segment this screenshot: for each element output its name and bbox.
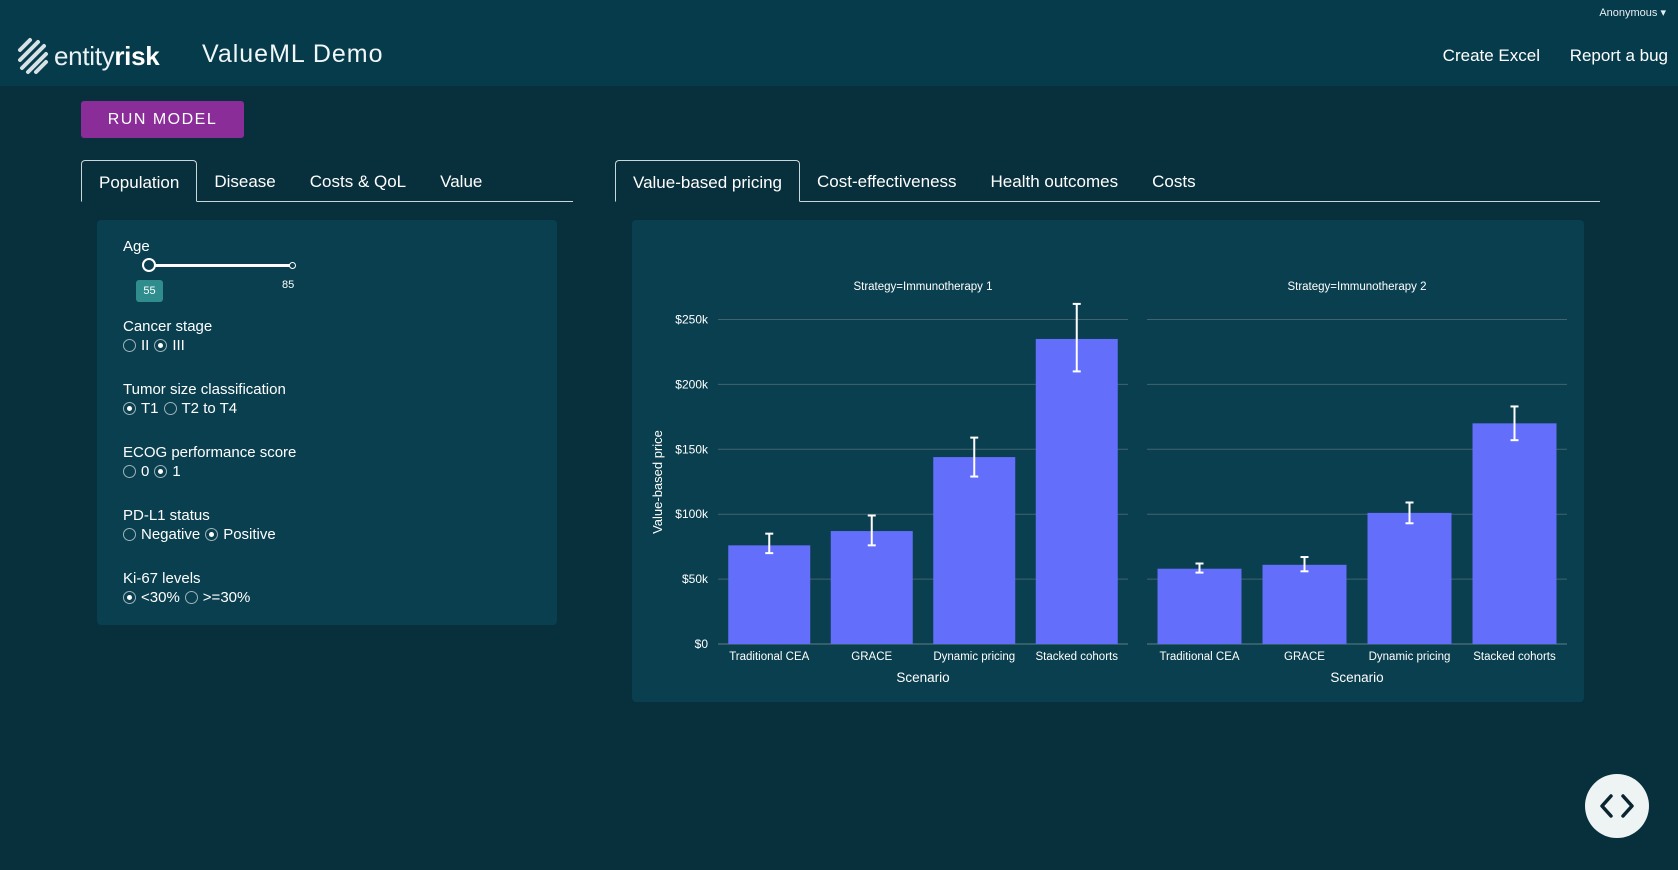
tab-value[interactable]: Value — [440, 172, 483, 191]
input-tabs: Population Disease Costs & QoL Value — [81, 160, 573, 202]
x-tick-label: Stacked cohorts — [1036, 651, 1119, 663]
cancer-stage-options: II III — [123, 337, 212, 354]
pdl1-options: Negative Positive — [123, 526, 281, 543]
radio-pdl1-negative-label[interactable]: Negative — [141, 526, 201, 543]
radio-pdl1-negative[interactable] — [123, 528, 136, 541]
radio-stage-ii-label[interactable]: II — [141, 337, 150, 354]
report-bug-link[interactable]: Report a bug — [1569, 46, 1668, 65]
x-tick-label: Dynamic pricing — [1369, 651, 1451, 663]
tumor-size-options: T1 T2 to T4 — [123, 400, 286, 417]
logo-text: entityrisk — [54, 40, 160, 71]
radio-ki67-high-label[interactable]: >=30% — [202, 589, 251, 606]
tab-cost-effectiveness[interactable]: Cost-effectiveness — [817, 172, 957, 191]
create-excel-link[interactable]: Create Excel — [1442, 46, 1540, 65]
tab-disease[interactable]: Disease — [214, 172, 276, 191]
radio-pdl1-positive[interactable] — [205, 528, 219, 541]
x-tick-label: Dynamic pricing — [933, 651, 1015, 663]
ecog-options: 0 1 — [123, 463, 296, 480]
bar — [1367, 512, 1452, 644]
radio-t2-t4-label[interactable]: T2 to T4 — [181, 400, 238, 417]
x-tick-label: Traditional CEA — [1159, 651, 1239, 663]
x-tick-label: Stacked cohorts — [1473, 651, 1556, 663]
value-based-pricing-chart: Value-based price $0 $50k $100k $150k $200k $2… — [650, 281, 1567, 685]
radio-pdl1-positive-label[interactable]: Positive — [223, 526, 276, 543]
tab-health-outcomes[interactable]: Health outcomes — [990, 172, 1119, 191]
cancer-stage-field: Cancer stage II III — [123, 318, 212, 354]
tab-population[interactable]: Population — [81, 160, 198, 202]
bar — [1035, 338, 1118, 644]
radio-t2-t4[interactable] — [163, 402, 177, 415]
y-tick-label: $50k — [682, 572, 709, 586]
tab-costs[interactable]: Costs — [1152, 172, 1196, 191]
radio-ecog-0[interactable] — [123, 465, 136, 478]
panel-title: Strategy=Immunotherapy 2 — [1287, 281, 1426, 293]
pdl1-field: PD-L1 status Negative Positive — [123, 507, 281, 543]
ki67-field: Ki-67 levels <30% >=30% — [123, 570, 255, 606]
slider-track[interactable] — [149, 264, 293, 267]
radio-ecog-0-label[interactable]: 0 — [141, 463, 150, 480]
app-header: Anonymous ▾ entityrisk ValueML Demo Crea… — [0, 0, 1678, 86]
y-tick-label: $150k — [675, 442, 709, 456]
panel-title: Strategy=Immunotherapy 1 — [853, 281, 992, 293]
bar — [728, 545, 811, 644]
radio-stage-ii[interactable] — [123, 339, 136, 352]
y-tick-label: $250k — [675, 312, 709, 326]
radio-ki67-low-label[interactable]: <30% — [141, 589, 180, 606]
tumor-size-label: Tumor size classification — [123, 381, 286, 398]
tab-costs-qol[interactable]: Costs & QoL — [309, 172, 407, 191]
radio-ki67-high[interactable] — [184, 591, 198, 604]
x-tick-label: Traditional CEA — [729, 651, 809, 663]
cancer-stage-label: Cancer stage — [123, 318, 213, 335]
pdl1-label: PD-L1 status — [123, 507, 210, 524]
logo-mark-icon — [18, 38, 48, 74]
x-tick-label: GRACE — [851, 651, 892, 663]
bar — [1262, 564, 1347, 644]
ecog-field: ECOG performance score 0 1 — [123, 444, 296, 480]
radio-ki67-low[interactable] — [123, 591, 136, 604]
bar — [933, 457, 1016, 644]
age-range-slider[interactable]: 55 85 — [123, 256, 303, 316]
population-panel: Age 55 85 Cancer stage II III Tumor size… — [97, 220, 557, 625]
slider-max-value: 85 — [282, 279, 295, 291]
x-axis-title: Scenario — [896, 670, 949, 685]
code-toggle-button[interactable] — [1585, 774, 1649, 838]
output-tabs: Value-based pricing Cost-effectiveness H… — [615, 160, 1600, 202]
radio-t1-label[interactable]: T1 — [141, 400, 159, 417]
user-name[interactable]: Anonymous — [1599, 7, 1658, 19]
slider-min-value: 55 — [136, 280, 163, 302]
age-field: Age — [123, 238, 150, 255]
tumor-size-field: Tumor size classification T1 T2 to T4 — [123, 381, 286, 417]
run-model-button[interactable]: RUN MODEL — [81, 101, 244, 138]
x-axis-title: Scenario — [1330, 670, 1383, 685]
bar — [1157, 568, 1242, 644]
age-label: Age — [123, 238, 150, 255]
slider-max-handle[interactable] — [289, 262, 296, 269]
ecog-label: ECOG performance score — [123, 444, 297, 461]
y-tick-label: $100k — [675, 507, 709, 521]
radio-t1[interactable] — [123, 402, 136, 415]
slider-min-handle[interactable] — [142, 258, 156, 272]
radio-ecog-1[interactable] — [154, 465, 168, 478]
tab-value-based-pricing[interactable]: Value-based pricing — [615, 160, 800, 202]
bar — [830, 531, 913, 644]
chart-panel: Value-based price $0 $50k $100k $150k $200k $2… — [632, 220, 1584, 702]
ki67-label: Ki-67 levels — [123, 570, 201, 587]
radio-stage-iii[interactable] — [154, 339, 168, 352]
y-axis-title: Value-based price — [650, 430, 665, 534]
radio-stage-iii-label[interactable]: III — [172, 337, 185, 354]
app-title: ValueML Demo — [202, 40, 384, 68]
radio-ecog-1-label[interactable]: 1 — [172, 463, 181, 480]
y-tick-label: $200k — [675, 377, 709, 391]
user-menu[interactable]: Anonymous ▾ — [1599, 7, 1666, 19]
logo[interactable]: entityrisk — [16, 36, 160, 76]
y-tick-label: $0 — [695, 637, 709, 651]
bar — [1472, 423, 1557, 644]
ki67-options: <30% >=30% — [123, 589, 255, 606]
x-tick-label: GRACE — [1284, 651, 1325, 663]
code-icon — [1600, 794, 1634, 818]
